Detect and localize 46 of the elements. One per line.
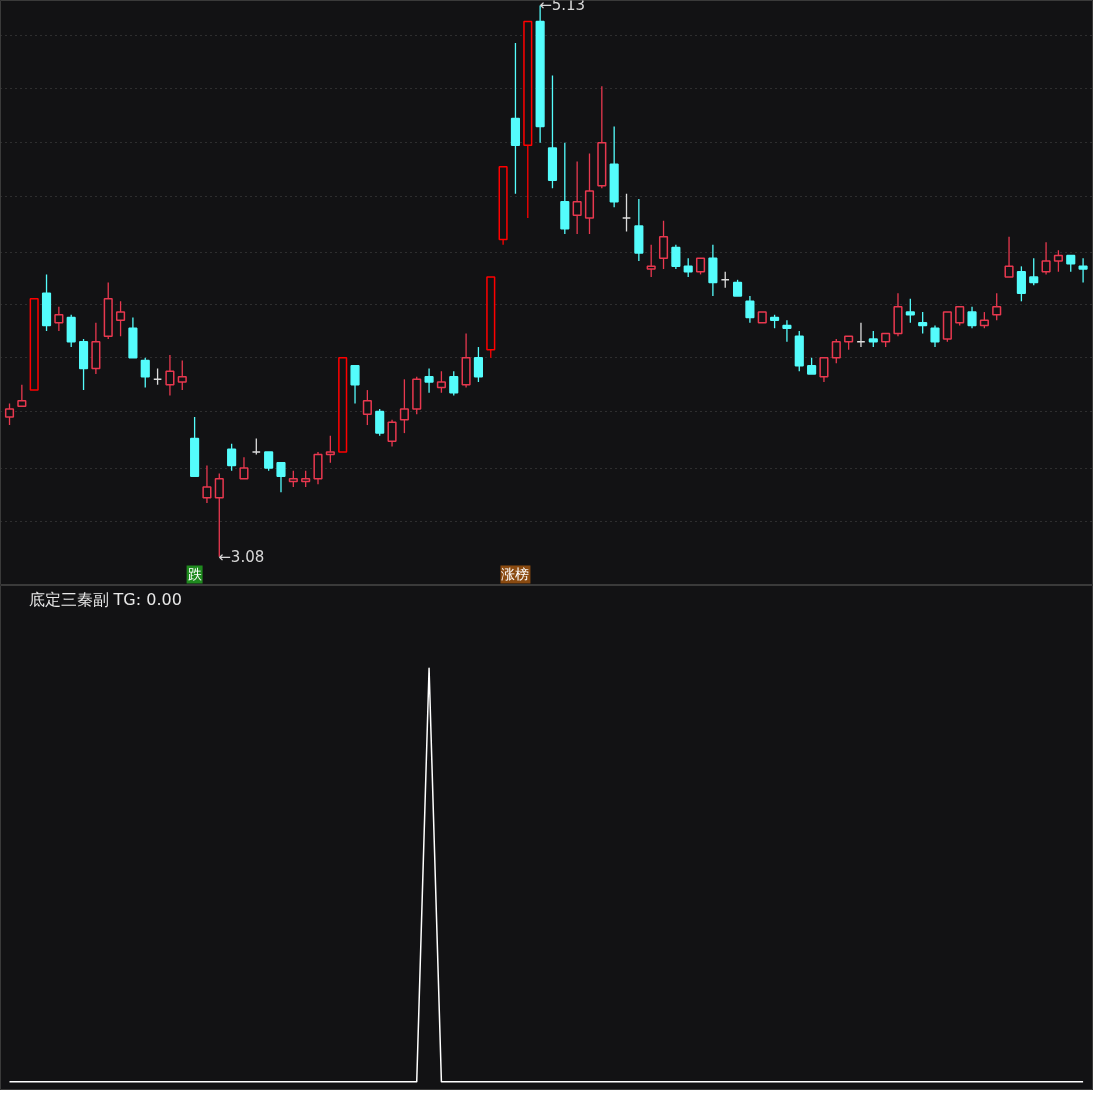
candlestick — [449, 370, 459, 397]
candlestick — [264, 451, 274, 472]
candlestick — [325, 435, 335, 464]
candlestick — [387, 419, 397, 448]
candlestick — [54, 306, 64, 332]
candlestick — [4, 402, 15, 426]
candlestick — [436, 370, 446, 394]
candlestick — [905, 297, 915, 324]
candlestick — [227, 443, 237, 472]
candlestick — [140, 357, 150, 389]
candlestick — [918, 311, 928, 335]
candlestick — [165, 354, 175, 397]
candlestick — [1053, 249, 1063, 273]
candlestick — [1041, 241, 1051, 276]
candlestick — [473, 346, 483, 383]
candlestick — [399, 378, 409, 434]
candlestick — [930, 324, 940, 348]
candlestick — [1004, 236, 1014, 278]
candlestick — [658, 219, 669, 270]
candlestick — [362, 389, 372, 426]
candlestick — [646, 244, 656, 278]
candlestick — [115, 300, 126, 337]
candlestick — [1078, 257, 1088, 284]
candlestick — [671, 244, 681, 270]
candlestick — [572, 160, 582, 235]
candlestick — [745, 295, 755, 324]
candlestick — [819, 357, 829, 383]
candlestick — [350, 365, 360, 405]
candlestick — [424, 367, 434, 394]
candlestick — [955, 305, 965, 327]
candlestick — [992, 292, 1002, 321]
candlestick — [239, 456, 249, 480]
candlestick — [177, 359, 187, 391]
x-tick-label: 跌 — [187, 566, 202, 583]
candlestick — [276, 461, 286, 493]
chart-title: 底定三秦副 TG: 0.00 — [28, 589, 182, 609]
candlestick — [967, 306, 977, 329]
candlestick — [1016, 265, 1026, 302]
x-tick-label: 涨榜 — [501, 566, 530, 583]
candlestick — [782, 319, 792, 343]
candlestick — [831, 338, 841, 364]
annotation: ←3.08 — [218, 547, 265, 566]
candlestick — [17, 384, 27, 407]
candlestick — [1029, 257, 1039, 286]
candlestick — [202, 464, 212, 504]
candlestick — [375, 408, 385, 437]
